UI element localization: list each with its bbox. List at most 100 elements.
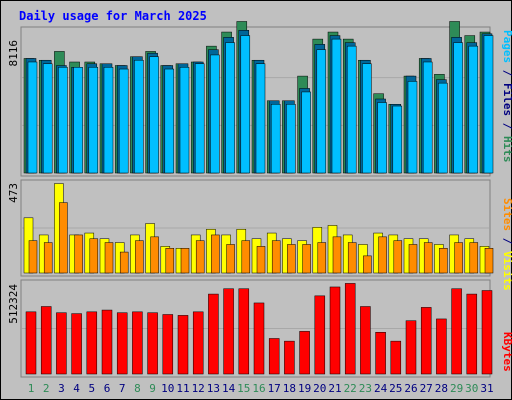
kbytes-bar bbox=[481, 290, 493, 375]
panel-mid-legend: Sites / Visits bbox=[501, 198, 512, 291]
pages-bar bbox=[73, 67, 83, 174]
kbytes-bar bbox=[86, 311, 98, 375]
sites-bar bbox=[302, 244, 311, 274]
day-label: 20 bbox=[313, 382, 326, 395]
kbytes-bar bbox=[132, 311, 143, 375]
kbytes-bar bbox=[284, 340, 295, 375]
pages-bar bbox=[407, 81, 418, 174]
panel-mid-ymax-label: 473 bbox=[7, 183, 20, 203]
sites-bar bbox=[241, 240, 251, 274]
pages-bar bbox=[255, 63, 266, 174]
day-label: 18 bbox=[283, 382, 296, 395]
sites-bar bbox=[439, 248, 448, 274]
sites-bar bbox=[28, 240, 38, 274]
kbytes-bar bbox=[147, 312, 158, 375]
day-label: 23 bbox=[359, 382, 372, 395]
kbytes-bar bbox=[223, 288, 234, 375]
day-label: 6 bbox=[104, 382, 111, 395]
sites-bar bbox=[423, 242, 433, 274]
kbytes-bar bbox=[451, 288, 462, 375]
sites-bar bbox=[484, 248, 494, 274]
panel-mid-bars bbox=[23, 183, 494, 274]
kbytes-bar bbox=[405, 320, 417, 375]
kbytes-bar bbox=[360, 306, 371, 375]
kbytes-bar bbox=[40, 306, 52, 375]
pages-bar bbox=[118, 68, 129, 174]
day-label: 3 bbox=[58, 382, 65, 395]
sites-bar bbox=[211, 234, 220, 274]
pages-bar bbox=[103, 67, 114, 174]
day-label: 28 bbox=[435, 382, 448, 395]
kbytes-bar bbox=[344, 283, 356, 375]
day-label: 24 bbox=[374, 382, 388, 395]
pages-bar bbox=[42, 63, 53, 174]
sites-bar bbox=[347, 242, 357, 274]
kbytes-bar bbox=[375, 332, 386, 375]
pages-bar bbox=[438, 82, 448, 174]
pages-bar bbox=[270, 104, 281, 174]
day-label: 14 bbox=[222, 382, 236, 395]
kbytes-bar bbox=[420, 307, 432, 375]
kbytes-bar bbox=[314, 295, 326, 375]
pages-bar bbox=[194, 63, 205, 174]
kbytes-bar bbox=[177, 315, 189, 375]
day-label: 12 bbox=[192, 382, 205, 395]
sites-bar bbox=[378, 236, 387, 274]
pages-bar bbox=[331, 38, 342, 174]
legend-part: Sites bbox=[501, 198, 512, 231]
day-label: 25 bbox=[389, 382, 402, 395]
pages-bar bbox=[286, 104, 296, 174]
pages-bar bbox=[362, 63, 372, 174]
day-label: 2 bbox=[43, 382, 50, 395]
pages-bar bbox=[346, 45, 357, 174]
sites-bar bbox=[135, 240, 144, 274]
pages-bar bbox=[179, 67, 190, 174]
panel-top-ymax-label: 8116 bbox=[7, 40, 20, 67]
sites-bar bbox=[469, 242, 479, 274]
sites-bar bbox=[150, 236, 159, 274]
day-label: 26 bbox=[404, 382, 417, 395]
sites-bar bbox=[59, 202, 68, 274]
day-label: 4 bbox=[73, 382, 80, 395]
kbytes-bar bbox=[192, 311, 204, 375]
day-label: 21 bbox=[328, 382, 341, 395]
sites-bar bbox=[393, 240, 403, 274]
sites-bar bbox=[287, 244, 296, 274]
legend-part: Pages bbox=[501, 30, 512, 63]
pages-bar bbox=[377, 102, 387, 174]
x-axis-day-labels: 1 2 3 4 5 6 7 8 9 10 11 12 13 14 15 16 17 18 19 20 21 22 23 24 2… bbox=[28, 382, 494, 395]
day-label: 22 bbox=[344, 382, 357, 395]
day-label: 5 bbox=[88, 382, 95, 395]
pages-bar bbox=[483, 35, 494, 174]
sites-bar bbox=[165, 248, 175, 274]
chart-title: Daily usage for March 2025 bbox=[19, 9, 207, 23]
day-label: 10 bbox=[161, 382, 174, 395]
pages-bar bbox=[210, 54, 220, 174]
pages-bar bbox=[27, 61, 38, 174]
day-label: 31 bbox=[480, 382, 493, 395]
day-label: 19 bbox=[298, 382, 311, 395]
pages-bar bbox=[149, 56, 159, 174]
panel-bot-ymax-label: 512324 bbox=[7, 284, 20, 324]
kbytes-bar bbox=[436, 318, 447, 375]
kbytes-bar bbox=[71, 313, 82, 375]
sites-bar bbox=[271, 240, 281, 274]
kbytes-bar bbox=[162, 314, 174, 375]
day-label: 29 bbox=[450, 382, 463, 395]
kbytes-bar bbox=[101, 309, 113, 375]
kbytes-bar bbox=[329, 286, 341, 375]
sites-bar bbox=[180, 248, 190, 274]
kbytes-bar bbox=[253, 302, 265, 375]
pages-bar bbox=[468, 45, 479, 174]
day-label: 27 bbox=[420, 382, 433, 395]
legend-part: / bbox=[501, 63, 512, 83]
day-label: 1 bbox=[28, 382, 35, 395]
panel-top-legend: Pages / Files / Hits bbox=[501, 30, 512, 163]
sites-bar bbox=[317, 242, 327, 274]
sites-bar bbox=[104, 242, 114, 274]
pages-bar bbox=[301, 91, 311, 174]
day-label: 16 bbox=[252, 382, 265, 395]
pages-bar bbox=[58, 67, 68, 174]
legend-part: / bbox=[501, 116, 512, 136]
